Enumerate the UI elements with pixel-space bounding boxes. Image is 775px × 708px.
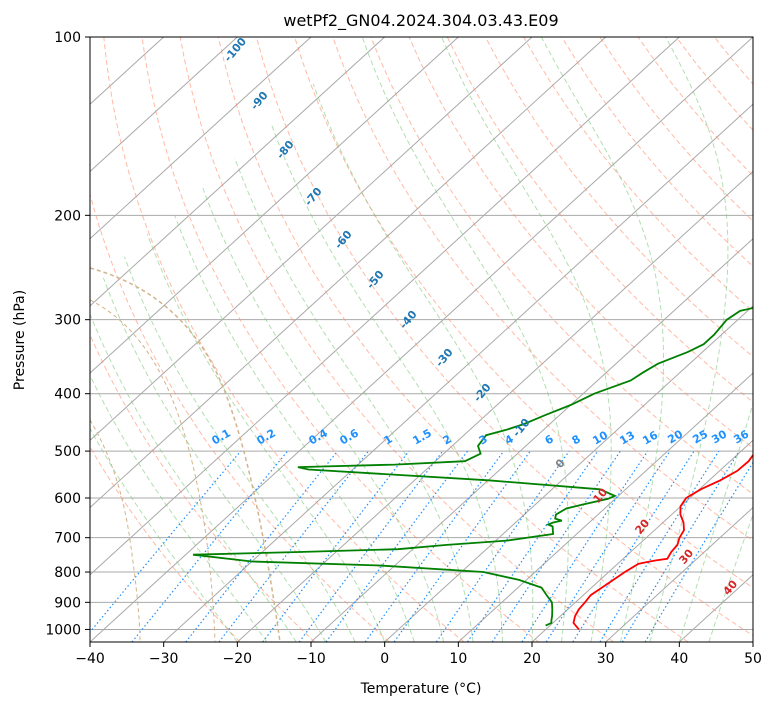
moist-adiabat-line	[146, 233, 386, 642]
y-tick-label: 200	[54, 208, 81, 224]
y-tick-label: 500	[54, 444, 81, 460]
x-tick-label: 40	[670, 651, 688, 667]
moist-adiabat-line	[90, 312, 297, 642]
x-tick-label: −30	[149, 651, 179, 667]
moist-adiabat-line	[270, 123, 503, 642]
dry-adiabat-line	[179, 37, 614, 642]
x-tick-label: 30	[597, 651, 615, 667]
dry-adiabat-line	[294, 37, 753, 589]
dry-adiabat-line	[90, 333, 316, 642]
isotherm-line	[752, 641, 753, 642]
x-tick-label: 0	[380, 651, 389, 667]
isotherm-line	[90, 37, 533, 442]
moist-adiabat-line	[312, 83, 534, 642]
mixing-ratio-line	[572, 450, 695, 642]
y-tick-label: 100	[54, 30, 81, 46]
isotherm-line	[90, 37, 238, 173]
x-tick-label: −20	[223, 651, 253, 667]
isotherm-line	[90, 37, 459, 374]
y-tick-label: 1000	[45, 622, 81, 638]
mixing-ratio-line	[521, 450, 649, 642]
x-axis-label: Temperature (°C)	[360, 681, 482, 697]
mixing-ratio-line	[131, 450, 289, 642]
dry-adiabat-line	[141, 37, 540, 642]
y-tick-label: 300	[54, 313, 81, 329]
lcl-curve	[90, 419, 141, 642]
mixing-ratio-line	[185, 450, 339, 642]
x-tick-label: 20	[523, 651, 541, 667]
moist-adiabat-line	[441, 37, 612, 642]
dewpoint-profile-line	[192, 307, 753, 627]
dry-adiabat-line	[256, 37, 753, 637]
mixing-ratio-line	[435, 450, 570, 642]
mixing-ratio-line	[491, 450, 621, 642]
isotherm-line	[90, 37, 680, 576]
moist-adiabat-line	[649, 37, 729, 642]
dry-adiabat-line	[752, 37, 753, 39]
mixing-ratio-line	[393, 450, 531, 642]
mixing-ratio-line	[262, 450, 410, 642]
isotherm-line	[457, 372, 753, 642]
dry-adiabat-line	[90, 445, 241, 642]
dry-adiabat-line	[103, 37, 465, 642]
isotherm-line	[236, 170, 753, 642]
x-tick-label: 10	[449, 651, 467, 667]
moist-adiabat-line	[678, 401, 753, 642]
moist-adiabat-line	[90, 427, 238, 642]
moist-adiabat-line	[90, 374, 268, 642]
isotherm-line	[163, 103, 753, 642]
moist-adiabat-line	[540, 37, 664, 642]
x-tick-label: 50	[744, 651, 762, 667]
mixing-ratio-line	[298, 450, 444, 642]
y-axis: 1000 900 800 700 600 500 400 300 200 100	[45, 30, 90, 638]
moist-adiabat-line	[708, 513, 753, 642]
moist-adiabat-line	[202, 188, 445, 642]
y-tick-label: 800	[54, 565, 81, 581]
isotherm-line	[90, 37, 386, 307]
isotherm-line	[90, 37, 607, 509]
chart-title: wetPf2_GN04.2024.304.03.43.E09	[283, 11, 558, 31]
isotherm-line	[90, 37, 753, 642]
x-tick-label: −40	[75, 651, 105, 667]
y-tick-label: 900	[54, 595, 81, 611]
lcl-curve	[90, 299, 216, 642]
isotherm-line	[531, 439, 753, 642]
moist-adiabat-line	[124, 256, 356, 642]
x-tick-label: −10	[296, 651, 326, 667]
x-axis: −40 −30 −20 −10 0 10 20 30 40 50	[75, 642, 762, 667]
background-lines	[90, 37, 753, 642]
isotherm-line	[90, 37, 312, 240]
dry-adiabat-line	[446, 37, 753, 403]
mixing-ratio-line	[90, 450, 242, 633]
moist-adiabat-line	[174, 215, 415, 642]
mixing-ratio-line	[621, 450, 740, 642]
moist-adiabat-line	[102, 277, 327, 642]
plot-frame	[89, 36, 754, 643]
isotherm-line	[605, 506, 753, 642]
y-tick-label: 600	[54, 491, 81, 507]
mixing-ratio-line	[325, 450, 468, 642]
mixing-ratio-line	[545, 450, 671, 642]
dry-adiabat-line	[217, 37, 689, 642]
dry-adiabat-line	[370, 37, 753, 495]
y-tick-label: 400	[54, 387, 81, 403]
isotherm-line	[310, 237, 753, 642]
mixing-ratio-line	[364, 450, 505, 642]
lcl-curve	[90, 267, 281, 642]
dry-adiabat-line	[523, 37, 753, 313]
temperature-profile-line	[572, 453, 753, 630]
series-lines	[192, 307, 753, 630]
mixing-ratio-line	[466, 450, 599, 642]
y-tick-label: 700	[54, 531, 81, 547]
y-axis-label: Pressure (hPa)	[12, 290, 28, 390]
